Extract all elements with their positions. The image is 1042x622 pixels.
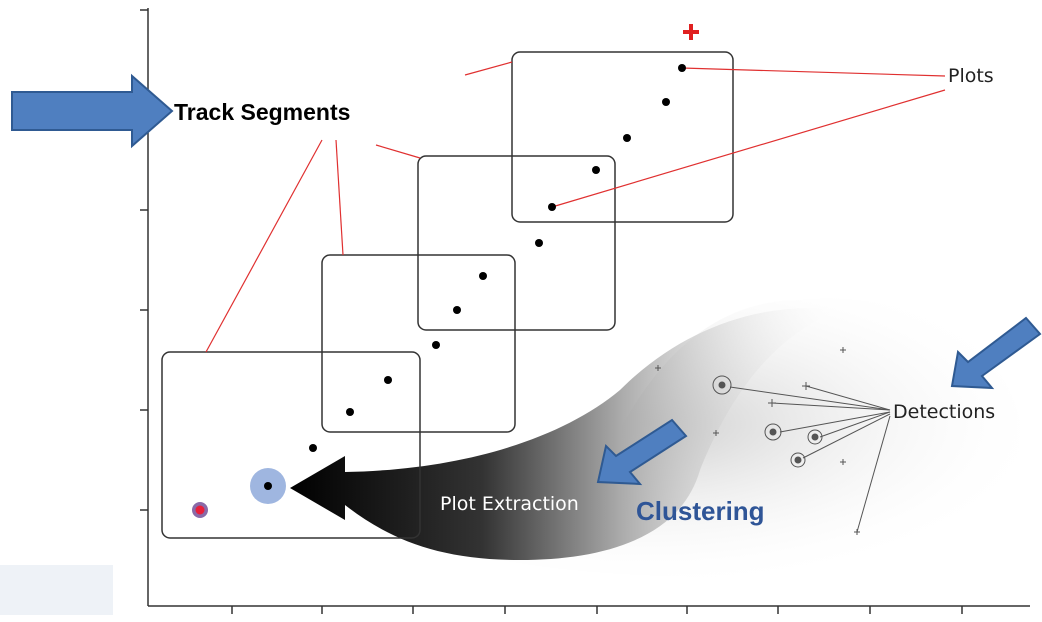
panel bbox=[0, 565, 113, 615]
start-plot-core bbox=[196, 506, 205, 515]
predicted-cross bbox=[683, 24, 699, 40]
plot-extraction-label: Plot Extraction bbox=[440, 493, 579, 515]
track-segments-label: Track Segments bbox=[174, 99, 350, 125]
detections-label: Detections bbox=[893, 401, 995, 423]
diagram: Track Segments Plots Detections Plot Ext… bbox=[0, 0, 1042, 622]
plots-label: Plots bbox=[948, 65, 994, 87]
clustering-label: Clustering bbox=[636, 496, 765, 526]
